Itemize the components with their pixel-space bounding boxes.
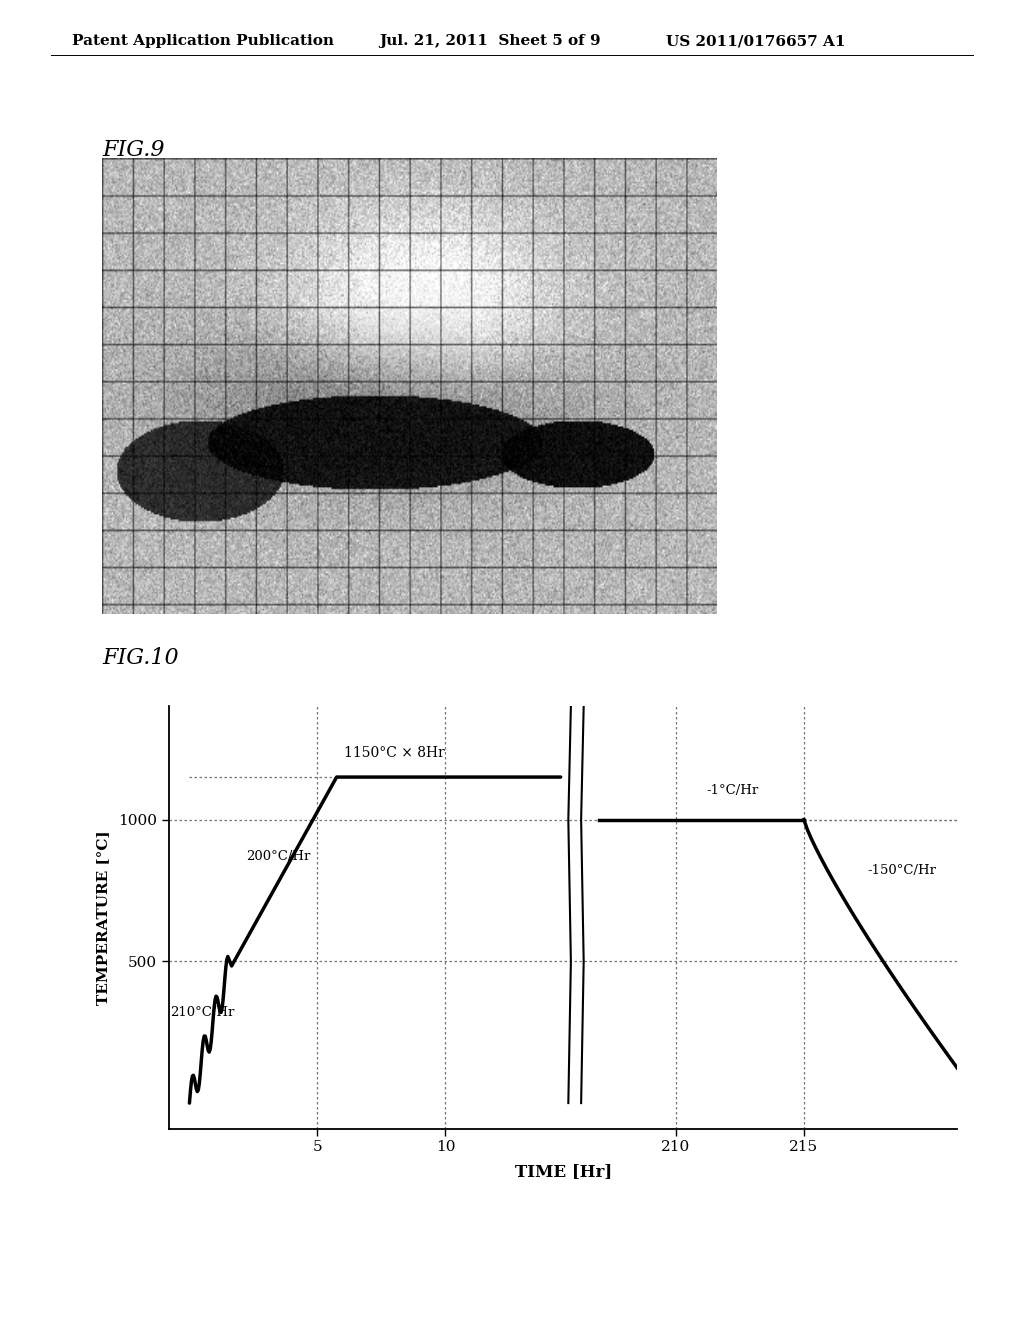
Text: Jul. 21, 2011  Sheet 5 of 9: Jul. 21, 2011 Sheet 5 of 9	[379, 34, 600, 49]
Text: 200°C/Hr: 200°C/Hr	[246, 850, 310, 863]
Text: Patent Application Publication: Patent Application Publication	[72, 34, 334, 49]
Text: FIG.9: FIG.9	[102, 139, 165, 161]
Text: US 2011/0176657 A1: US 2011/0176657 A1	[666, 34, 845, 49]
Text: 210°C/Hr: 210°C/Hr	[170, 1006, 234, 1019]
X-axis label: TIME [Hr]: TIME [Hr]	[515, 1163, 611, 1180]
Text: -150°C/Hr: -150°C/Hr	[867, 865, 937, 876]
Text: 1150°C × 8Hr: 1150°C × 8Hr	[344, 746, 444, 760]
Text: FIG.10: FIG.10	[102, 647, 179, 669]
Text: -1°C/Hr: -1°C/Hr	[707, 784, 759, 797]
Y-axis label: TEMPERATURE [°C]: TEMPERATURE [°C]	[96, 830, 110, 1005]
